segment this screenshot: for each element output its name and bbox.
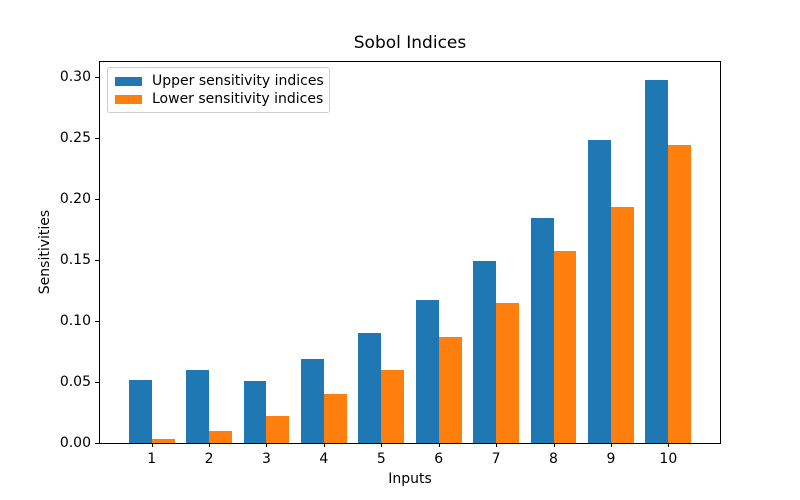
legend-entry-upper: Upper sensitivity indices [115, 72, 324, 90]
bar-lower-10 [668, 145, 692, 443]
bar-lower-4 [323, 394, 347, 443]
x-tick-label-9: 9 [606, 451, 616, 467]
bar-lower-9 [610, 207, 634, 443]
y-tick-label-0.30: 0.30 [59, 68, 91, 85]
bar-upper-9 [587, 140, 611, 443]
bar-lower-6 [438, 336, 462, 443]
bar-upper-8 [530, 218, 554, 443]
y-tick-label-0.20: 0.20 [59, 190, 91, 207]
bar-upper-4 [300, 358, 324, 443]
bar-lower-2 [209, 430, 233, 443]
bar-upper-3 [243, 380, 267, 443]
bar-upper-2 [186, 369, 210, 443]
legend-label-lower: Lower sensitivity indices [152, 91, 324, 107]
lower-series-swatch-icon [115, 94, 142, 104]
upper-series-swatch-icon [115, 76, 142, 86]
y-tick-label-0.25: 0.25 [59, 129, 91, 146]
y-tick-0.10 [95, 320, 99, 322]
x-tick-8 [553, 443, 555, 447]
bar-upper-7 [473, 261, 497, 443]
x-tick-10 [668, 443, 670, 447]
bar-lower-1 [151, 439, 175, 443]
x-tick-9 [610, 443, 612, 447]
plot-area [99, 61, 721, 444]
bar-lower-8 [553, 251, 577, 443]
chart-title: Sobol Indices [353, 33, 467, 53]
legend-entry-lower: Lower sensitivity indices [115, 90, 324, 108]
x-tick-1 [151, 443, 153, 447]
x-tick-label-10: 10 [659, 451, 678, 467]
y-tick-0.15 [95, 259, 99, 261]
bar-lower-5 [381, 369, 405, 443]
bar-upper-1 [128, 379, 152, 443]
bar-lower-3 [266, 416, 290, 443]
x-tick-label-4: 4 [319, 451, 329, 467]
x-tick-label-2: 2 [204, 451, 214, 467]
y-tick-0.20 [95, 198, 99, 200]
x-tick-7 [496, 443, 498, 447]
bar-upper-10 [645, 80, 669, 443]
x-tick-label-3: 3 [262, 451, 271, 467]
x-tick-label-7: 7 [491, 451, 501, 467]
bar-lower-7 [496, 302, 520, 443]
y-tick-0.30 [95, 76, 99, 78]
y-tick-label-0.05: 0.05 [59, 373, 91, 390]
y-tick-0.25 [95, 137, 99, 139]
x-tick-label-8: 8 [549, 451, 558, 467]
y-tick-label-0.15: 0.15 [59, 251, 91, 268]
y-tick-0.00 [95, 443, 99, 444]
x-tick-label-1: 1 [147, 451, 157, 467]
y-tick-label-0.10: 0.10 [59, 312, 91, 329]
x-axis-label: Inputs [388, 471, 432, 487]
bar-upper-5 [358, 333, 382, 443]
legend: Upper sensitivity indices Lower sensitiv… [107, 67, 330, 113]
x-tick-label-5: 5 [376, 451, 386, 467]
x-tick-5 [381, 443, 383, 447]
x-tick-6 [438, 443, 440, 447]
x-tick-4 [323, 443, 325, 447]
y-tick-label-0.00: 0.00 [59, 435, 91, 451]
x-tick-3 [266, 443, 268, 447]
x-tick-2 [209, 443, 211, 447]
bar-upper-6 [415, 300, 439, 443]
x-tick-label-6: 6 [434, 451, 444, 467]
legend-label-upper: Upper sensitivity indices [152, 73, 324, 89]
y-tick-0.05 [95, 381, 99, 383]
